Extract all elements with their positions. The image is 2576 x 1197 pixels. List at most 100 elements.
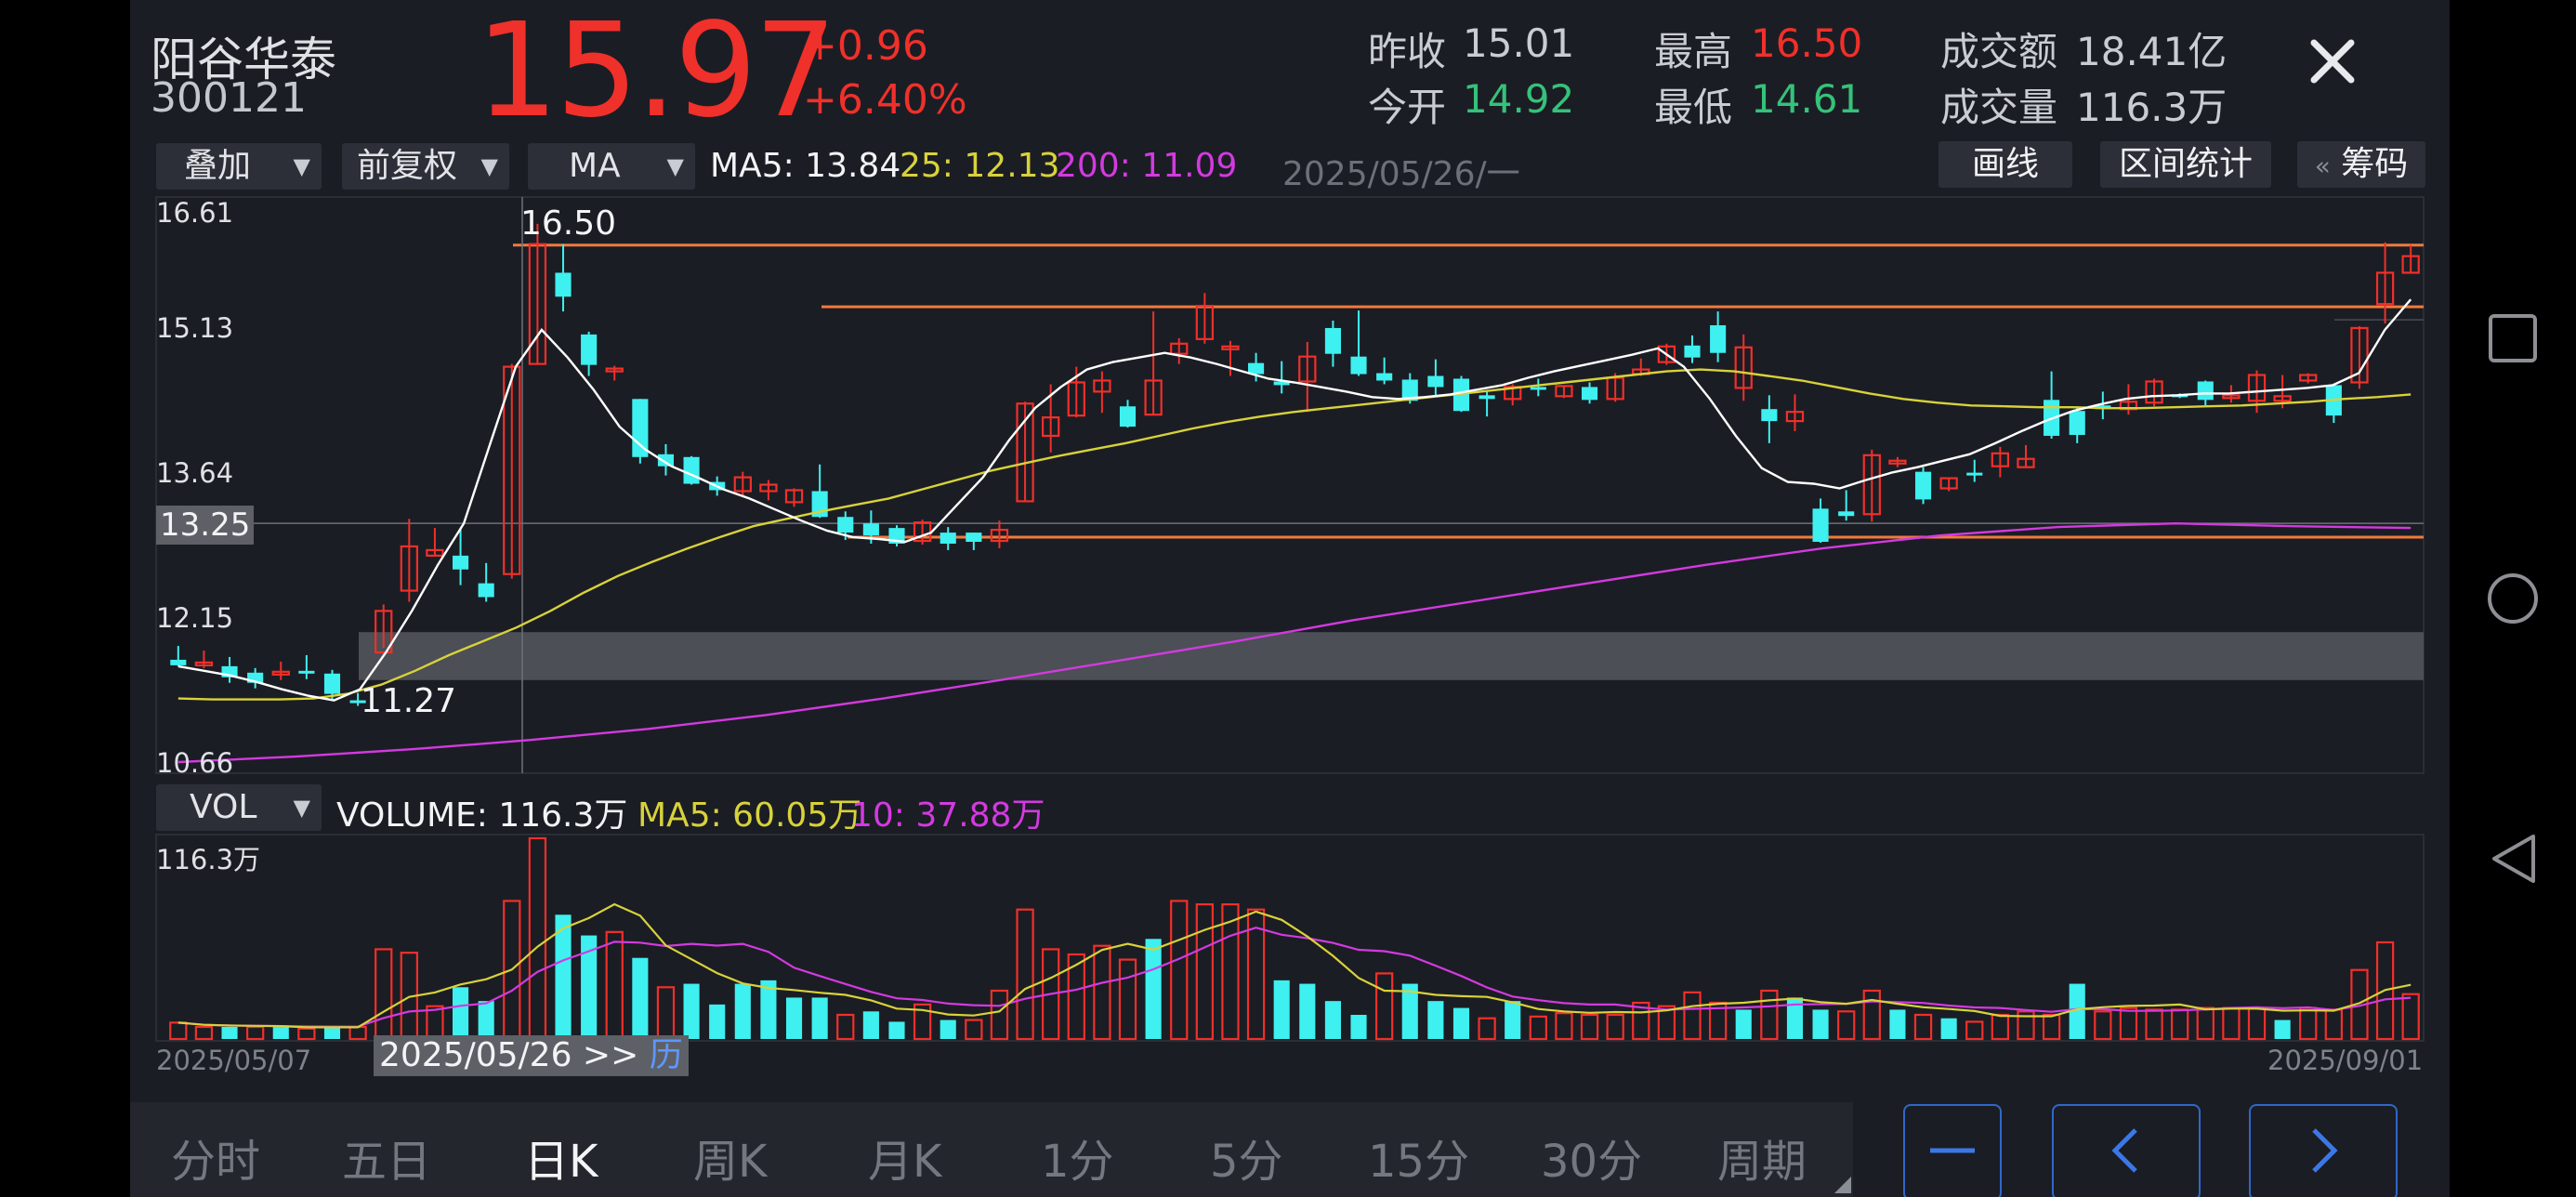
tab-week-k[interactable]: 周K xyxy=(693,1136,768,1188)
candle xyxy=(426,548,444,557)
volume-bar xyxy=(605,930,624,1041)
minus-icon xyxy=(1930,1148,1975,1153)
volume-bar xyxy=(1812,1009,1829,1039)
volume-bar xyxy=(1683,991,1702,1041)
volume-bar xyxy=(1889,1009,1906,1039)
chips-button[interactable]: « 筹码 xyxy=(2297,141,2425,188)
volume-bar xyxy=(2145,1008,2163,1041)
tab-1min[interactable]: 1分 xyxy=(1041,1136,1114,1188)
low-value: 14.61 xyxy=(1751,76,1863,122)
volume-bar xyxy=(2274,1019,2291,1039)
volume-bar xyxy=(760,980,777,1039)
tab-timeshare[interactable]: 分时 xyxy=(171,1136,261,1188)
candle xyxy=(1093,379,1111,393)
prev-button[interactable] xyxy=(2052,1104,2201,1197)
volume-bar xyxy=(683,983,700,1039)
end-date-label: 2025/09/01 xyxy=(2267,1045,2424,1076)
candle xyxy=(1401,379,1418,401)
volume-bar xyxy=(1837,1010,1856,1041)
volume-indicator-dropdown[interactable]: VOL ▼ xyxy=(156,784,322,831)
candle xyxy=(683,456,700,484)
candle xyxy=(2197,381,2214,401)
history-link[interactable]: 历 xyxy=(649,1036,683,1074)
circle-icon[interactable] xyxy=(2485,571,2541,626)
candle xyxy=(1785,411,1805,423)
volume-bar xyxy=(323,1026,341,1039)
candle xyxy=(759,483,778,493)
candle xyxy=(1684,345,1701,358)
close-button[interactable] xyxy=(2305,33,2360,89)
candle xyxy=(1195,305,1215,340)
volume-bar xyxy=(2401,993,2420,1041)
open-value: 14.92 xyxy=(1463,76,1575,122)
ma5-legend: MA5: 13.84 xyxy=(710,147,901,185)
tab-day-k[interactable]: 日K xyxy=(524,1136,598,1188)
volume-legend: VOLUME: 116.3万 xyxy=(336,796,628,835)
tab-30min[interactable]: 30分 xyxy=(1541,1136,1643,1188)
indicator-dropdown[interactable]: MA ▼ xyxy=(528,143,695,190)
period-tab-bar xyxy=(130,1102,1853,1197)
volume-bar xyxy=(2119,1006,2138,1041)
zoom-out-button[interactable] xyxy=(1903,1104,2002,1197)
volume-bar xyxy=(940,1019,956,1039)
candle xyxy=(194,661,214,667)
tab-5min[interactable]: 5分 xyxy=(1210,1136,1283,1188)
draw-line-button[interactable]: 画线 xyxy=(1939,141,2072,188)
next-button[interactable] xyxy=(2249,1104,2398,1197)
volume-bar xyxy=(1965,1020,1984,1041)
triangle-back-icon[interactable] xyxy=(2487,831,2539,887)
candle xyxy=(247,672,264,683)
prev-close-label: 昨收 xyxy=(1368,29,1447,74)
volume-bar xyxy=(1299,983,1316,1039)
volume-bar xyxy=(1735,1009,1752,1039)
candle xyxy=(1042,416,1060,438)
amount-value: 18.41亿 xyxy=(2076,29,2228,74)
tab-15min[interactable]: 15分 xyxy=(1368,1136,1470,1188)
volume-value: 116.3万 xyxy=(2076,85,2228,130)
adjust-dropdown[interactable]: 前复权 ▼ xyxy=(342,143,509,190)
candle xyxy=(1939,477,1958,490)
candle xyxy=(1376,373,1393,381)
ma25-line xyxy=(177,368,2412,701)
cursor-date: 2025/05/26/一 xyxy=(1282,155,1520,193)
volume-bar xyxy=(1452,1007,1470,1039)
overlay-dropdown[interactable]: 叠加 ▼ xyxy=(156,143,322,190)
candlestick-chart[interactable] xyxy=(130,0,2450,1059)
chevron-down-icon: ▼ xyxy=(293,795,310,821)
volume-bar xyxy=(656,986,676,1041)
candle xyxy=(1914,471,1932,500)
tab-month-k[interactable]: 月K xyxy=(868,1136,942,1188)
square-icon[interactable] xyxy=(2487,312,2539,364)
low-label: 最低 xyxy=(1654,85,1733,130)
volume-bar xyxy=(1118,958,1137,1041)
volume-bar xyxy=(297,1027,316,1041)
prev-close-value: 15.01 xyxy=(1463,20,1575,66)
candle xyxy=(632,399,649,457)
volume-bar xyxy=(1093,944,1111,1041)
volume-bar xyxy=(1657,1005,1676,1041)
candle xyxy=(657,454,675,467)
candle xyxy=(1862,454,1881,516)
open-label: 今开 xyxy=(1368,85,1447,130)
candle xyxy=(1350,356,1367,375)
candle xyxy=(1657,345,1676,363)
candle xyxy=(1273,381,1290,386)
cursor-date-label[interactable]: 2025/05/26 >> 历 xyxy=(374,1035,689,1076)
ma5-line xyxy=(177,298,2412,702)
volume-bar xyxy=(1221,903,1240,1041)
volume-bar xyxy=(2222,1006,2241,1041)
volume-ma5-legend: MA5: 60.05万 xyxy=(637,796,862,835)
range-stats-button[interactable]: 区间统计 xyxy=(2100,141,2271,188)
volume-ma10-legend: 10: 37.88万 xyxy=(851,796,1045,835)
chips-label: 筹码 xyxy=(2341,145,2409,183)
candle xyxy=(323,673,341,694)
price-axis-label: 16.61 xyxy=(156,197,234,229)
volume-bar xyxy=(1708,1001,1728,1041)
volume-bar xyxy=(1913,1013,1933,1041)
volume-bar xyxy=(2017,1010,2035,1041)
volume-bar xyxy=(1555,1012,1573,1041)
adjust-label: 前复权 xyxy=(357,147,458,185)
tab-five-day[interactable]: 五日 xyxy=(342,1136,432,1188)
system-navigation-bar xyxy=(2450,0,2576,1197)
tab-period[interactable]: 周期 xyxy=(1717,1136,1807,1188)
